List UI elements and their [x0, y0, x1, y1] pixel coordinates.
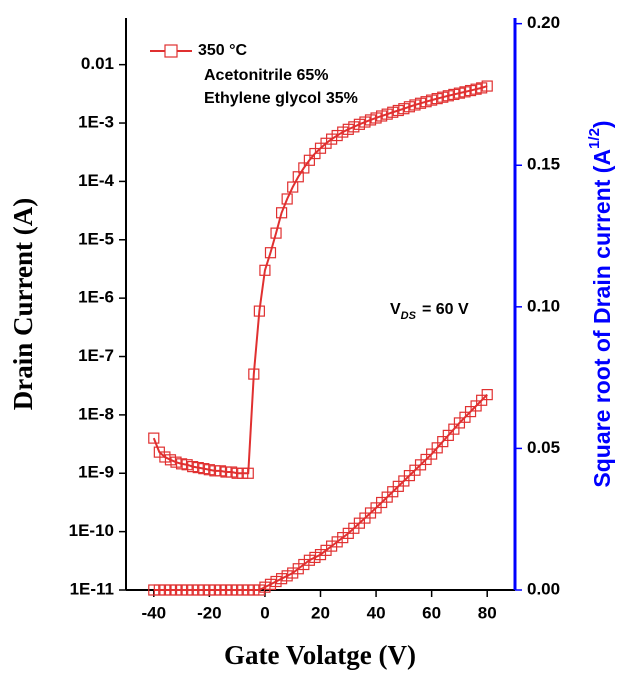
x-tick-label: 40: [367, 603, 386, 622]
x-tick-label: 80: [478, 603, 497, 622]
y-tick-label: 1E-3: [78, 113, 114, 132]
legend-marker: [164, 44, 178, 58]
x-tick-label: -40: [141, 603, 166, 622]
y-tick-label: 1E-9: [78, 463, 114, 482]
marker: [281, 193, 293, 205]
x-axis-title: Gate Volatge (V): [224, 640, 416, 670]
marker: [481, 80, 493, 92]
marker: [481, 389, 493, 401]
y2-tick-label: 0.00: [527, 579, 560, 598]
y-tick-label: 1E-4: [78, 171, 114, 190]
y-axis-title: Drain Current (A): [8, 198, 38, 410]
y2-axis-title: Square root of Drain current (A1/2): [586, 120, 615, 487]
y2-title-text: Square root of Drain current (A: [589, 149, 615, 488]
y2-tick-label: 0.20: [527, 13, 560, 32]
x-tick-label: -20: [197, 603, 222, 622]
vds-sub: DS: [401, 310, 417, 322]
marker: [148, 432, 160, 444]
y-tick-label: 1E-6: [78, 288, 114, 307]
y-tick-label: 0.01: [81, 54, 114, 73]
y-tick-label: 1E-8: [78, 404, 114, 423]
y2-title-end: ): [589, 120, 615, 128]
marker: [270, 227, 282, 239]
y2-tick-label: 0.10: [527, 296, 560, 315]
vds-text: = 60 V: [422, 301, 469, 318]
marker: [253, 305, 265, 317]
y-tick-label: 1E-11: [70, 579, 114, 598]
x-tick-label: 60: [422, 603, 441, 622]
annotation: Acetonitrile 65%: [204, 67, 328, 84]
y-tick-label: 1E-5: [78, 229, 114, 248]
marker: [242, 467, 254, 479]
annotation: Ethylene glycol 35%: [204, 90, 358, 107]
marker: [248, 368, 260, 380]
legend-label: 350 °C: [198, 42, 248, 59]
vds-annotation: VDS = 60 V: [390, 301, 469, 322]
marker: [264, 247, 277, 259]
y2-tick-label: 0.05: [527, 438, 560, 457]
vds-symbol: V: [390, 301, 401, 318]
x-tick-label: 0: [260, 603, 269, 622]
y-tick-label: 1E-7: [78, 346, 114, 365]
y2-tick-label: 0.15: [527, 155, 560, 174]
marker: [259, 264, 271, 276]
x-tick-label: 20: [311, 603, 330, 622]
y2-title-sup: 1/2: [586, 128, 603, 149]
marker: [276, 207, 288, 219]
y-tick-label: 1E-10: [69, 521, 114, 540]
